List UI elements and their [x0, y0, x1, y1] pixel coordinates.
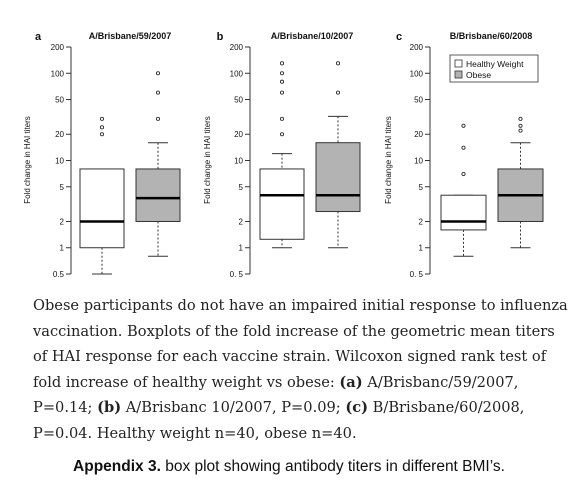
- iqr-box: [315, 142, 361, 213]
- y-tick-label: 0. 5: [410, 270, 424, 279]
- outlier-point: [461, 145, 466, 150]
- y-tick-label: 200: [230, 43, 244, 52]
- appendix-title: Appendix 3. box plot showing antibody ti…: [0, 458, 578, 476]
- appendix-label: Appendix 3.: [73, 458, 161, 475]
- y-tick-label: 100: [410, 69, 424, 78]
- outlier-point: [155, 71, 161, 76]
- outlier-point: [335, 90, 341, 95]
- outlier-point: [461, 171, 466, 177]
- box-obese: [315, 61, 361, 249]
- y-axis-label: Fold change in HAI titers: [203, 116, 212, 204]
- y-tick-label: 20: [234, 130, 243, 139]
- y-tick-label: 50: [414, 96, 423, 105]
- outlier-point: [279, 132, 285, 137]
- outlier-point: [518, 128, 523, 133]
- caption-main: Obese participants do not have an impair…: [33, 297, 568, 391]
- iqr-box: [135, 168, 181, 222]
- outlier-point: [279, 90, 285, 95]
- caption-b-label: (b): [97, 399, 122, 416]
- iqr-box: [440, 194, 487, 231]
- legend-entry: Healthy Weight: [466, 59, 524, 69]
- legend-swatch: [454, 70, 463, 79]
- legend-box: [449, 54, 539, 83]
- y-tick-label: 200: [410, 43, 424, 52]
- legend-entry: Obese: [466, 70, 491, 80]
- caption-c-text: B/Brisbane/60/2008, P=0.04. Healthy weig…: [33, 399, 525, 442]
- y-tick-label: 5: [239, 183, 244, 192]
- y-tick-label: 0. 5: [230, 270, 244, 279]
- y-tick-label: 20: [414, 130, 423, 139]
- legend-swatch: [454, 59, 463, 68]
- panel-label: b: [217, 31, 224, 43]
- outlier-point: [99, 125, 105, 130]
- outlier-point: [279, 116, 285, 121]
- box-healthy-weight: [259, 61, 305, 249]
- y-tick-label: 50: [234, 96, 243, 105]
- y-tick-label: 10: [55, 157, 64, 166]
- outlier-point: [335, 61, 341, 66]
- panel-title: B/Brisbane/60/2008: [450, 31, 533, 41]
- y-tick-label: 1: [419, 244, 424, 253]
- y-tick-label: 200: [51, 43, 65, 52]
- y-tick-label: 1: [60, 244, 65, 253]
- panel-title: A/Brisbane/59/2007: [89, 31, 172, 41]
- caption-a-text: A/Brisbanc/59/2007, P=0.14;: [33, 373, 519, 417]
- y-tick-label: 10: [414, 157, 423, 166]
- panel-label: c: [396, 31, 402, 43]
- outlier-point: [518, 116, 523, 121]
- panel-b: b A/Brisbane/10/2007 Fold change in HAI ti…: [203, 31, 361, 279]
- outlier-point: [155, 90, 161, 95]
- box-obese: [497, 116, 544, 249]
- caption-a-label: (a): [339, 373, 363, 391]
- iqr-box: [259, 168, 305, 240]
- y-tick-label: 50: [55, 96, 64, 105]
- panel-a: a A/Brisbane/59/2007 Fold change in HAI ti…: [23, 31, 181, 279]
- outlier-point: [518, 123, 523, 128]
- outlier-point: [99, 132, 105, 137]
- boxplot-figure: a A/Brisbane/59/2007 Fold change in HAI ti…: [23, 31, 544, 279]
- outlier-point: [99, 116, 105, 121]
- y-tick-label: 5: [60, 183, 65, 192]
- y-tick-label: 100: [51, 69, 65, 78]
- panel-c: c B/Brisbane/60/2008 Fold change in HAI ti…: [384, 31, 544, 279]
- outlier-point: [155, 116, 161, 121]
- y-axis-label: Fold change in HAI titers: [384, 116, 393, 204]
- outlier-point: [279, 71, 285, 76]
- box-healthy-weight: [440, 123, 487, 257]
- box-obese: [135, 71, 181, 257]
- outlier-point: [279, 79, 285, 84]
- iqr-box: [79, 168, 125, 249]
- outlier-point: [461, 123, 466, 128]
- panel-label: a: [35, 31, 42, 43]
- y-tick-label: 10: [234, 157, 243, 166]
- y-tick-label: 1: [239, 244, 244, 253]
- figure-caption: Obese participants do not have an impair…: [33, 293, 568, 446]
- appendix-text: box plot showing antibody titers in diff…: [160, 458, 505, 475]
- y-tick-label: 0.5: [53, 270, 65, 279]
- outlier-point: [279, 61, 285, 66]
- y-tick-label: 2: [419, 217, 424, 226]
- y-tick-label: 5: [419, 183, 424, 192]
- y-tick-label: 100: [230, 69, 244, 78]
- y-axis-label: Fold change in HAI titers: [23, 116, 32, 204]
- box-healthy-weight: [79, 116, 125, 275]
- caption-c-label: (c): [345, 399, 369, 416]
- y-tick-label: 2: [239, 217, 244, 226]
- panel-title: A/Brisbane/10/2007: [271, 31, 354, 41]
- caption-b-text: A/Brisbanc 10/2007, P=0.09;: [121, 399, 346, 416]
- y-tick-label: 20: [55, 130, 64, 139]
- y-tick-label: 2: [60, 217, 65, 226]
